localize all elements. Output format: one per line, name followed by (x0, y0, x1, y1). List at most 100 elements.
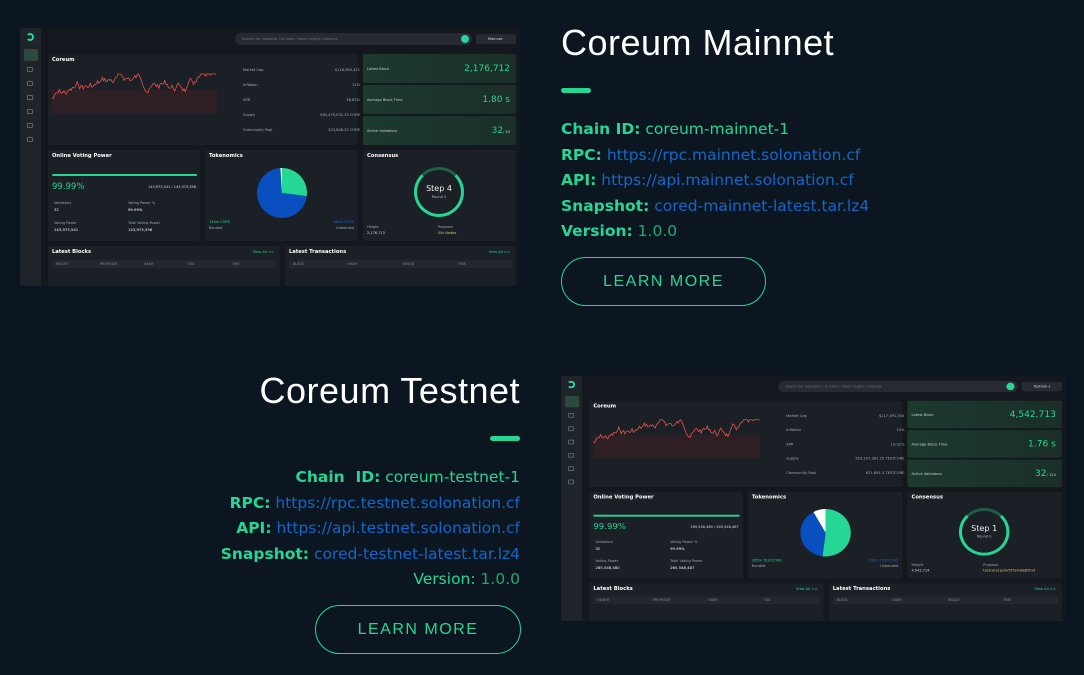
proposer-label: Proposer (983, 563, 999, 567)
stat-card: Active Validators 32/ 40 (363, 116, 516, 145)
field-label: Total Voting Power (670, 559, 703, 564)
latest-blocks-card: Latest Blocks View All >> HEIGHT PROPOSER HA… (48, 246, 280, 286)
api-row: API: https://api.mainnet.solonation.cf (561, 168, 869, 194)
latest-transactions-card: Latest Transactions View All >> BLOCK HASH R… (285, 246, 516, 286)
stat-card: Average Block Time 1.76 s (907, 430, 1062, 458)
home-icon (24, 49, 38, 61)
bonded-label: Bonded (209, 226, 223, 230)
chain-id-label: Chain ID: (561, 120, 641, 138)
version-label: Version: (413, 570, 476, 588)
network-selector: Testnet-1 (1021, 381, 1062, 392)
api-label: API: (236, 519, 272, 537)
testnet-info: Chain ID: coreum-testnet-1 RPC: https://… (221, 465, 520, 593)
market-value: 10% (896, 428, 905, 433)
rpc-link[interactable]: https://rpc.testnet.solonation.cf (275, 493, 520, 512)
view-all-link: View All >> (252, 250, 274, 254)
consensus-card: Consensus Step 1 Round 0 Height 4,542,714 Pro… (907, 491, 1062, 579)
sidebar-nav-icon (568, 439, 575, 445)
stat-label: Latest Block (367, 66, 389, 71)
stat-label: Average Block Time (367, 97, 403, 102)
height-label: Height (911, 563, 924, 567)
voting-ratio: 265,548,480 / 265,548,487 (690, 525, 739, 529)
stat-label: Average Block Time (911, 442, 948, 446)
unbonded-value: 208m TESTCORE (868, 558, 899, 563)
snapshot-link[interactable]: cored-mainnet-latest.tar.lz4 (654, 196, 870, 215)
market-label: APR (786, 442, 794, 447)
pie-slice-unbonded (257, 168, 307, 218)
market-value: 38.83% (346, 98, 360, 102)
sidebar-nav-icon (27, 67, 33, 72)
stat-value: 2,176,712 (464, 64, 510, 74)
rpc-row: RPC: https://rpc.testnet.solonation.cf (221, 491, 520, 517)
sidebar (20, 28, 41, 286)
snapshot-row: Snapshot: cored-mainnet-latest.tar.lz4 (561, 194, 869, 220)
card-title: Latest Blocks (593, 585, 633, 592)
field-value: 265,548,480 (595, 565, 620, 570)
sidebar-nav-icon (27, 123, 33, 128)
market-row: Supply 510,197,381.25 TESTCORE (786, 457, 904, 461)
stat-value: 1.80 s (482, 95, 510, 105)
voting-ratio: 143,973,541 / 143,973,556 (148, 185, 196, 189)
bonded-label: Bonded (751, 564, 766, 568)
card-title: Consensus (911, 494, 944, 501)
market-value: 510,197,381.25 TESTCORE (855, 456, 905, 461)
unbonded-label: Unbonded (336, 226, 354, 230)
card-title: Tokenomics (209, 153, 243, 159)
search-input: Search for validator / tx hash / block h… (778, 380, 1018, 393)
voting-power-card: Online Voting Power 99.99% 265,548,480 / 2… (589, 491, 743, 579)
network-label: Testnet-1 (1033, 384, 1051, 389)
table-header: BLOCK HASH RESULT TIME (289, 260, 512, 268)
mainnet-learn-more-button[interactable]: LEARN MORE (561, 257, 766, 306)
stat-value: 4,542,713 (1010, 410, 1056, 420)
version-value: 1.0.0 (637, 222, 678, 240)
market-value: 565,475,031.25 CORE (320, 113, 360, 117)
column-header: PROPOSER (100, 262, 118, 266)
sidebar-nav-icon (568, 413, 575, 418)
unbonded-value: 386m CORE (332, 220, 354, 224)
coreum-card: Coreum Market Cap $117,491,354 Inflation 10… (589, 400, 905, 488)
market-row: Supply 565,475,031.25 CORE (243, 113, 360, 117)
table-header: HEIGHT PROPOSER HASH TXS (593, 596, 820, 604)
api-link[interactable]: https://api.mainnet.solonation.cf (601, 171, 854, 189)
testnet-title: Coreum Testnet (259, 370, 520, 411)
height-value: 4,542,714 (911, 568, 930, 573)
sidebar-nav-icon (27, 109, 33, 114)
version-value: 1.0.0 (480, 570, 520, 588)
logo-icon (567, 380, 576, 389)
column-header: PROPOSER (652, 598, 671, 603)
proposer-value: Silk Nodes (438, 231, 457, 235)
api-row: API: https://api.testnet.solonation.cf (221, 516, 520, 542)
voting-power-bar (593, 514, 740, 517)
field-label: Voting Power % (670, 540, 698, 545)
market-label: Market Cap (243, 68, 264, 72)
height-label: Height (367, 225, 379, 229)
testnet-learn-more-button[interactable]: LEARN MORE (315, 605, 521, 654)
field-value: 265,548,487 (670, 565, 695, 570)
stat-label: Active Validators (911, 471, 942, 476)
market-value: 19.32% (890, 442, 905, 447)
column-header: BLOCK (836, 598, 848, 603)
field-label: Validators (54, 201, 72, 205)
price-chart (593, 419, 760, 458)
market-value: $117,491,354 (878, 414, 905, 418)
column-header: HEIGHT (597, 598, 610, 603)
sidebar-nav-icon (568, 479, 575, 485)
rpc-label: RPC: (229, 493, 271, 512)
snapshot-link[interactable]: cored-testnet-latest.tar.lz4 (313, 544, 520, 563)
mainnet-title-underline (561, 88, 591, 93)
market-label: Inflation (786, 428, 802, 433)
chain-id-value: coreum-mainnet-1 (645, 120, 790, 138)
consensus-ring: Step 1 Round 0 (958, 508, 1010, 556)
field-label: Voting Power (595, 559, 619, 564)
field-value: 32 (54, 207, 59, 212)
stat-number: 1.80 s (482, 94, 510, 105)
rpc-link[interactable]: https://rpc.mainnet.solonation.cf (606, 145, 861, 164)
proposer-label: Proposer (438, 225, 454, 229)
network-label: Mainnet (488, 37, 503, 41)
view-all-link: View All >> (1034, 586, 1056, 591)
voting-power-card: Online Voting Power 99.99% 143,973,541 / 1… (48, 150, 200, 241)
pie-slice-other (813, 509, 826, 533)
field-label: Voting Power % (128, 201, 156, 205)
api-link[interactable]: https://api.testnet.solonation.cf (276, 519, 520, 537)
snapshot-label: Snapshot: (220, 544, 309, 563)
